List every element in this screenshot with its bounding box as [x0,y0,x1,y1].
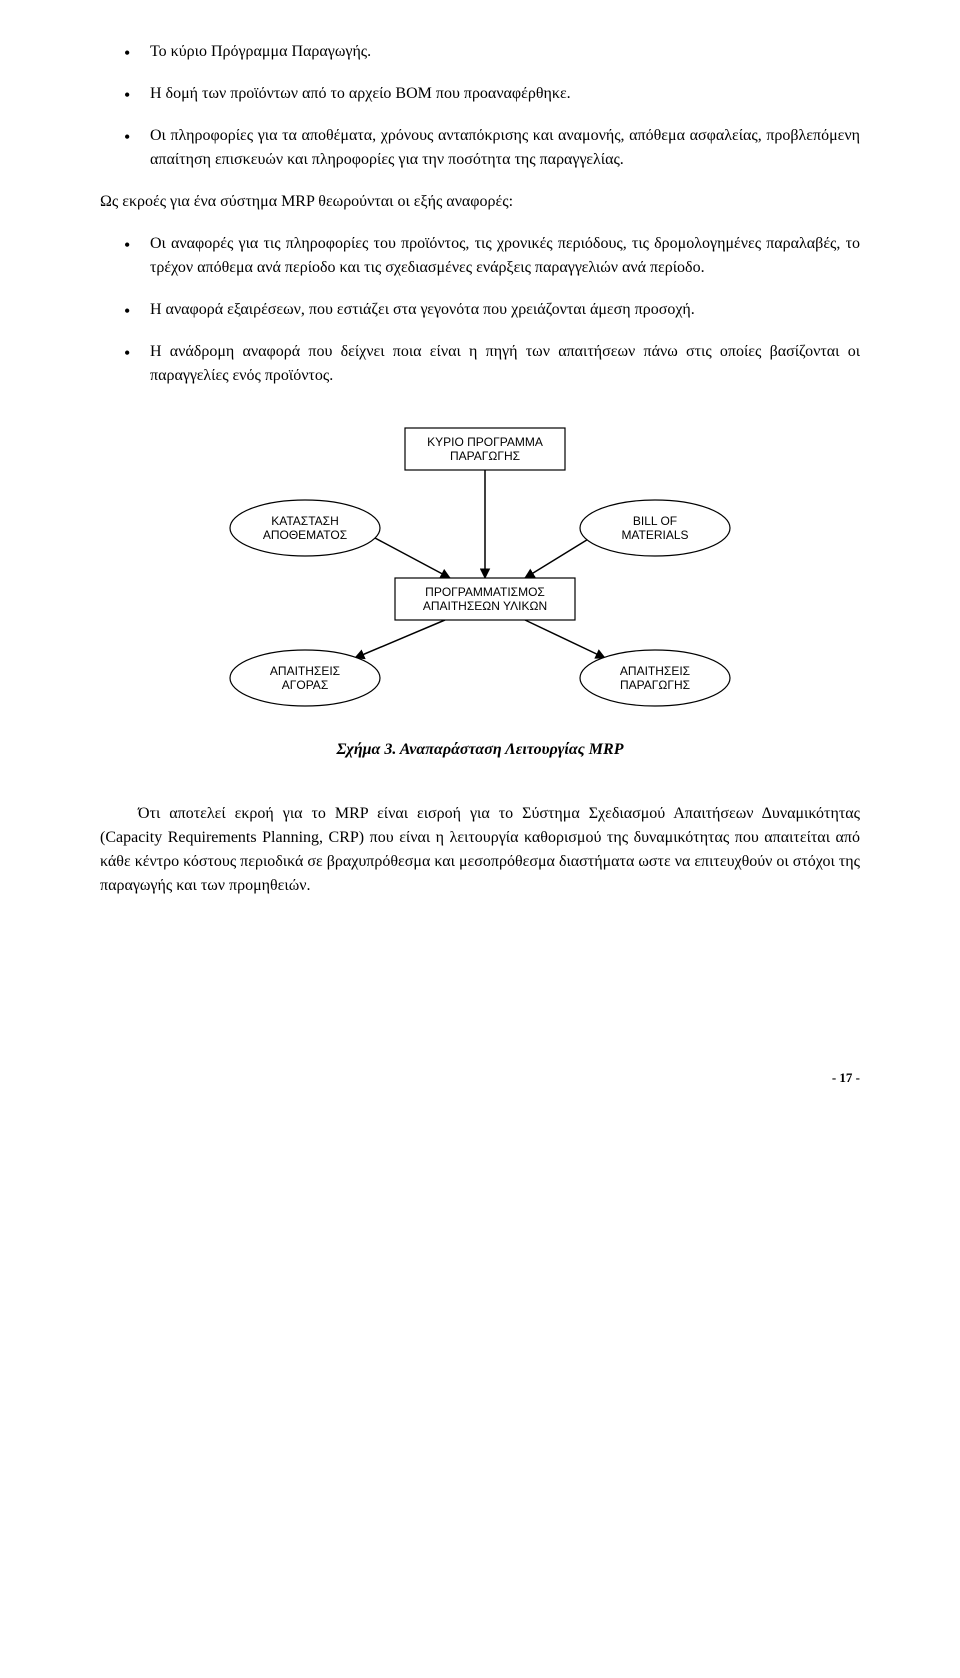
top-bullet-list: Το κύριο Πρόγραμμα Παραγωγής. Η δομή των… [100,40,860,172]
list-item: Η ανάδρομη αναφορά που δείχνει ποια είνα… [150,340,860,388]
svg-text:ΠΑΡΑΓΩΓΗΣ: ΠΑΡΑΓΩΓΗΣ [620,678,690,692]
svg-text:ΑΠΟΘΕΜΑΤΟΣ: ΑΠΟΘΕΜΑΤΟΣ [263,528,347,542]
paragraph-intro: Ως εκροές για ένα σύστημα MRP θεωρούνται… [100,190,860,214]
svg-text:ΚΥΡΙΟ ΠΡΟΓΡΑΜΜΑ: ΚΥΡΙΟ ΠΡΟΓΡΑΜΜΑ [427,435,543,449]
list-item: Η δομή των προϊόντων από το αρχείο BOM π… [150,82,860,106]
mid-bullet-list: Οι αναφορές για τις πληροφορίες του προϊ… [100,232,860,388]
svg-text:ΑΠΑΙΤΗΣΕΩΝ ΥΛΙΚΩΝ: ΑΠΑΙΤΗΣΕΩΝ ΥΛΙΚΩΝ [423,599,547,613]
svg-text:ΑΠΑΙΤΗΣΕΙΣ: ΑΠΑΙΤΗΣΕΙΣ [270,664,340,678]
svg-text:ΚΑΤΑΣΤΑΣΗ: ΚΑΤΑΣΤΑΣΗ [271,514,339,528]
svg-text:ΠΡΟΓΡΑΜΜΑΤΙΣΜΟΣ: ΠΡΟΓΡΑΜΜΑΤΙΣΜΟΣ [425,585,545,599]
list-item: Το κύριο Πρόγραμμα Παραγωγής. [150,40,860,64]
list-item: Οι πληροφορίες για τα αποθέματα, χρόνους… [150,124,860,172]
svg-text:ΑΠΑΙΤΗΣΕΙΣ: ΑΠΑΙΤΗΣΕΙΣ [620,664,690,678]
list-item: Η αναφορά εξαιρέσεων, που εστιάζει στα γ… [150,298,860,322]
svg-text:ΠΑΡΑΓΩΓΗΣ: ΠΑΡΑΓΩΓΗΣ [450,449,520,463]
svg-text:ΑΓΟΡΑΣ: ΑΓΟΡΑΣ [282,678,328,692]
list-item: Οι αναφορές για τις πληροφορίες του προϊ… [150,232,860,280]
mrp-flow-diagram: ΚΥΡΙΟ ΠΡΟΓΡΑΜΜΑΠΑΡΑΓΩΓΗΣΚΑΤΑΣΤΑΣΗΑΠΟΘΕΜΑ… [180,418,780,718]
page-number: - 17 - [100,1068,860,1088]
flowchart-svg: ΚΥΡΙΟ ΠΡΟΓΡΑΜΜΑΠΑΡΑΓΩΓΗΣΚΑΤΑΣΤΑΣΗΑΠΟΘΕΜΑ… [180,418,780,718]
svg-text:BILL OF: BILL OF [633,514,677,528]
figure-caption: Σχήμα 3. Αναπαράσταση Λειτουργίας MRP [100,738,860,762]
svg-text:MATERIALS: MATERIALS [621,528,688,542]
final-paragraph: Ότι αποτελεί εκροή για το MRP είναι εισρ… [100,802,860,898]
